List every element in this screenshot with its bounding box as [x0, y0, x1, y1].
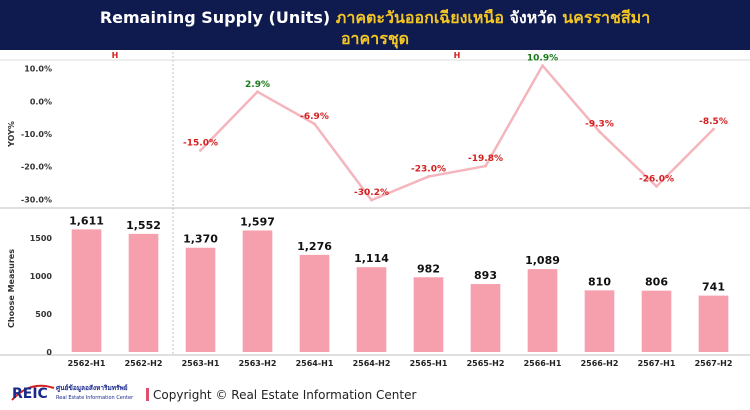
x-tick-label: 2567-H2 — [695, 359, 733, 368]
group-label: H — [112, 51, 119, 60]
bar — [242, 230, 273, 352]
bar-tick-label: 1500 — [30, 234, 53, 243]
x-tick-label: 2566-H1 — [524, 359, 562, 368]
x-tick-label: 2567-H1 — [638, 359, 676, 368]
bar-data-label: 1,276 — [297, 240, 332, 253]
x-tick-label: 2562-H2 — [125, 359, 163, 368]
yoy-data-label: 10.9% — [527, 54, 558, 64]
yoy-data-label: 2.9% — [245, 80, 270, 90]
yoy-point — [313, 122, 316, 126]
yoy-data-label: -6.9% — [300, 112, 329, 122]
x-tick-label: 2565-H2 — [467, 359, 505, 368]
yoy-data-label: -30.2% — [354, 188, 389, 198]
yoy-tick-label: 10.0% — [24, 65, 52, 74]
logo-org-en: Real Estate Information Center — [56, 395, 134, 401]
yoy-data-label: -15.0% — [183, 138, 218, 148]
yoy-tick-label: 0.0% — [30, 97, 52, 106]
x-tick-label: 2562-H1 — [68, 359, 106, 368]
reic-logo: REIC ศูนย์ข้อมูลอสังหาริมทรัพย์ Real Est… — [11, 383, 134, 402]
yoy-point — [370, 198, 373, 202]
yoy-tick-label: -20.0% — [21, 163, 52, 172]
bar-axis-title: Choose Measures — [7, 249, 16, 328]
yoy-data-label: -8.5% — [699, 117, 728, 127]
chart-title: Remaining Supply (Units) ภาคตะวันออกเฉีย… — [0, 6, 750, 31]
bar-data-label: 1,089 — [525, 254, 560, 267]
yoy-point — [199, 148, 202, 152]
bar-data-label: 1,370 — [183, 233, 218, 246]
bar-data-label: 741 — [702, 281, 725, 294]
bar-tick-label: 0 — [46, 348, 52, 357]
yoy-data-label: -19.8% — [468, 154, 503, 164]
footer: REIC ศูนย์ข้อมูลอสังหาริมทรัพย์ Real Est… — [0, 376, 750, 410]
bar-data-label: 893 — [474, 269, 497, 282]
x-tick-label: 2563-H2 — [239, 359, 277, 368]
yoy-point — [655, 184, 658, 188]
yoy-data-label: -23.0% — [411, 165, 446, 175]
bar-data-label: 982 — [417, 262, 440, 275]
yoy-point — [712, 127, 715, 131]
title-measure: Remaining Supply (Units) — [99, 8, 331, 27]
chart-header: Remaining Supply (Units) ภาคตะวันออกเฉีย… — [0, 0, 750, 50]
bar-tick-label: 500 — [35, 310, 52, 319]
bar — [185, 247, 216, 352]
yoy-point — [256, 90, 259, 94]
copyright-notice: Copyright © Real Estate Information Cent… — [146, 388, 416, 402]
chart-area: H H YOY% 10.0% 0.0% -10.0% -20.0% -30.0% -15.0… — [0, 51, 750, 368]
bar — [128, 233, 159, 352]
copyright-text: Copyright © Real Estate Information Cent… — [153, 388, 417, 402]
bar-tick-label: 1000 — [30, 272, 53, 281]
bar — [413, 277, 444, 352]
title-province: นครราชสีมา — [562, 8, 651, 27]
bar — [641, 290, 672, 352]
bar — [470, 284, 501, 352]
yoy-axis-title: YOY% — [7, 121, 16, 148]
yoy-data-label: -9.3% — [585, 120, 614, 130]
bar-data-label: 1,552 — [126, 219, 161, 232]
x-tick-label: 2564-H1 — [296, 359, 334, 368]
bar-data-label: 1,114 — [354, 252, 389, 265]
x-tick-label: 2565-H1 — [410, 359, 448, 368]
logo-text: REIC — [12, 386, 48, 402]
bar-data-label: 806 — [645, 276, 668, 289]
yoy-point — [484, 164, 487, 168]
yoy-data-label: -26.0% — [639, 174, 674, 184]
bar — [71, 229, 102, 352]
copyright-accent — [146, 388, 149, 401]
yoy-point — [598, 130, 601, 134]
x-tick-label: 2566-H2 — [581, 359, 619, 368]
yoy-tick-label: -10.0% — [21, 130, 52, 139]
bar — [299, 254, 330, 352]
bar — [584, 290, 615, 352]
logo-org-thai: ศูนย์ข้อมูลอสังหาริมทรัพย์ — [56, 383, 128, 393]
bar-data-label: 1,611 — [69, 214, 104, 227]
yoy-point — [541, 64, 544, 68]
bar — [698, 295, 729, 352]
yoy-point — [427, 175, 430, 179]
chart-subtitle: อาคารชุด — [340, 29, 410, 48]
x-tick-label: 2563-H1 — [182, 359, 220, 368]
yoy-tick-label: -30.0% — [21, 195, 52, 204]
bar — [356, 267, 387, 352]
bar-data-label: 1,597 — [240, 215, 275, 228]
x-tick-label: 2564-H2 — [353, 359, 391, 368]
bar-data-label: 810 — [588, 275, 611, 288]
title-province-word: จังหวัด — [509, 8, 557, 27]
title-region: ภาคตะวันออกเฉียงเหนือ — [335, 8, 504, 27]
group-label: H — [454, 51, 461, 60]
bar — [527, 269, 558, 352]
yoy-series-line — [199, 64, 715, 202]
